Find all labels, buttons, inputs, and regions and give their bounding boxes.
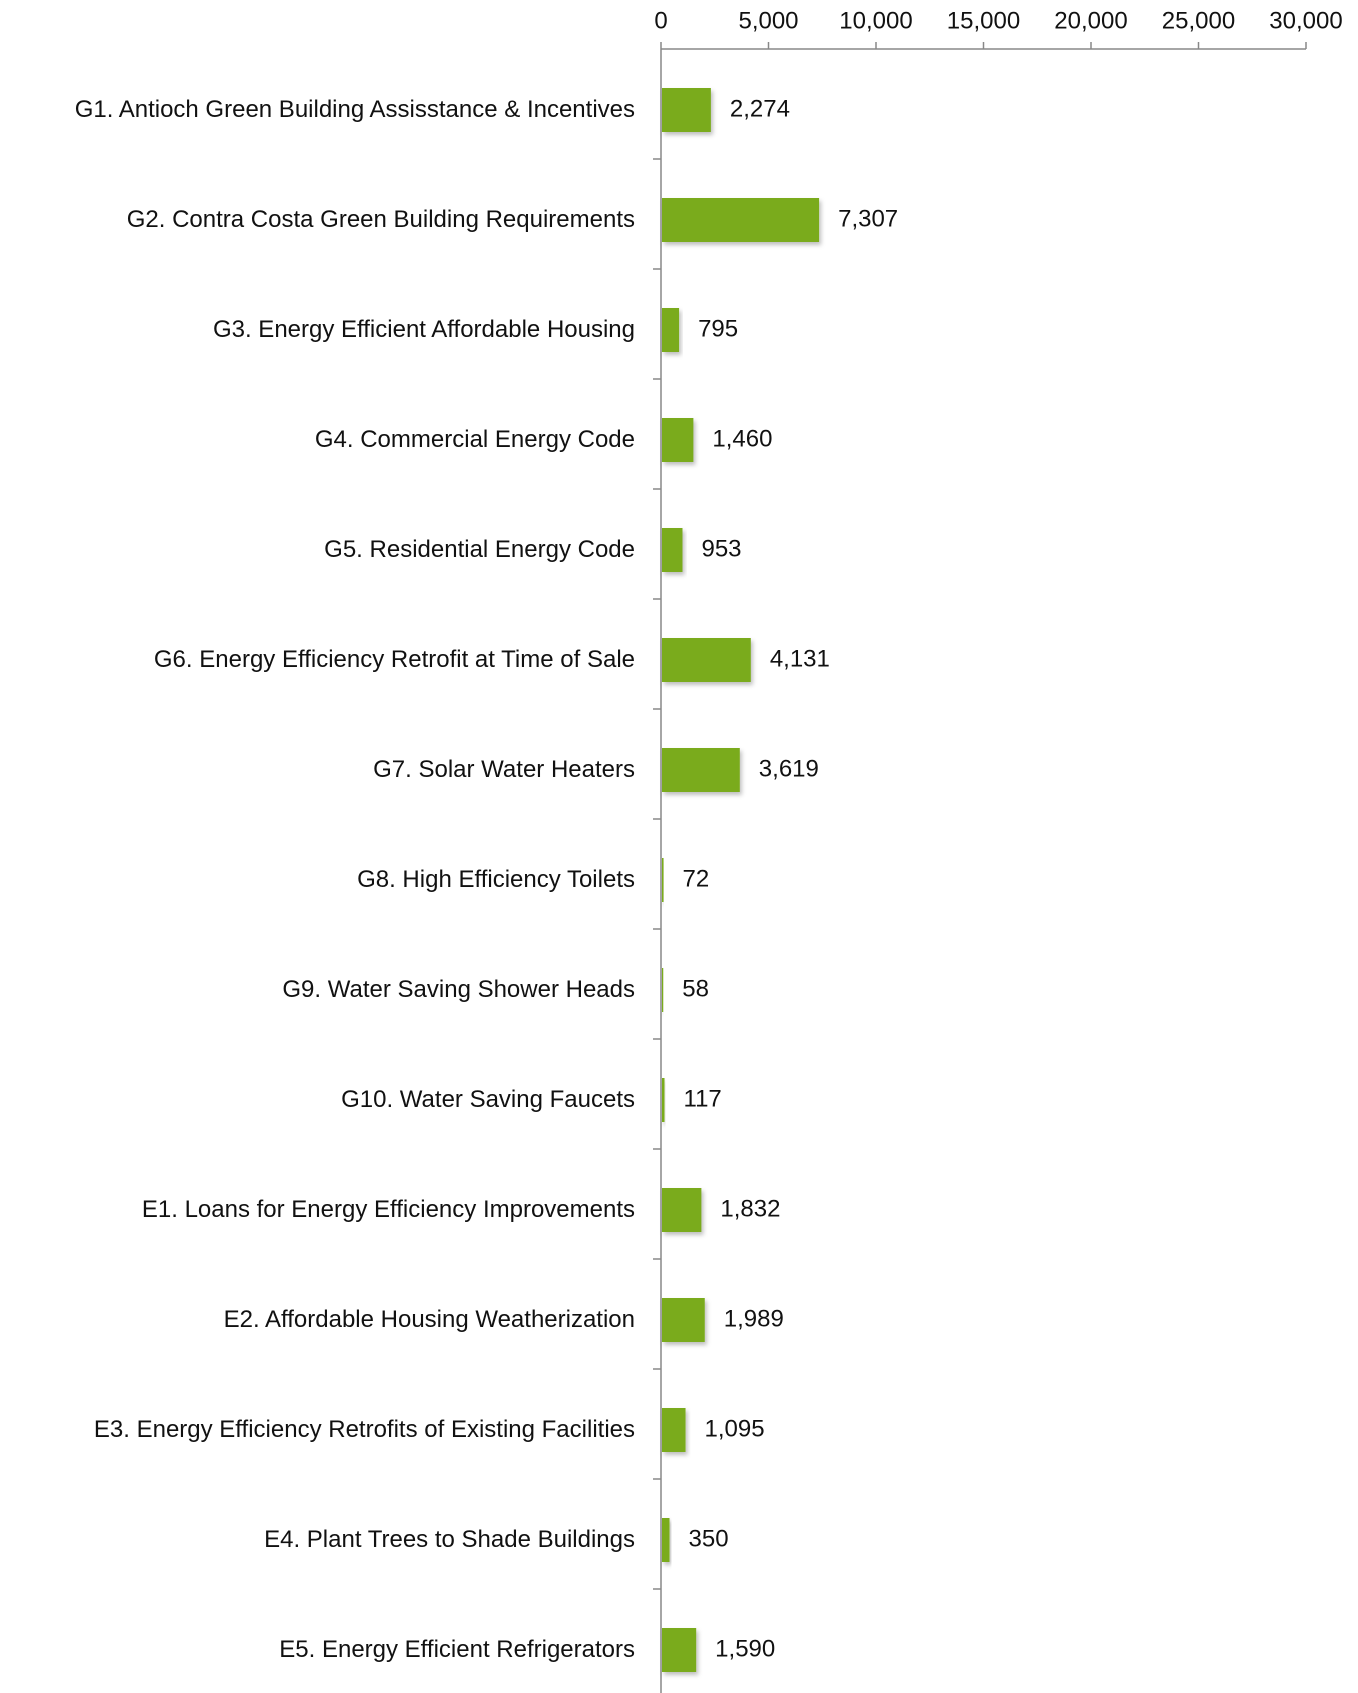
value-label: 1,832 <box>720 1195 780 1222</box>
value-label: 350 <box>689 1525 729 1552</box>
bar <box>662 528 683 572</box>
value-label: 953 <box>701 535 741 562</box>
category-label: E3. Energy Efficiency Retrofits of Exist… <box>93 1416 635 1443</box>
category-label: G6. Energy Efficiency Retrofit at Time o… <box>153 646 635 673</box>
value-label: 1,590 <box>715 1635 775 1662</box>
bar <box>662 308 680 352</box>
bar <box>662 1078 665 1122</box>
bar <box>662 418 694 462</box>
category-label: G5. Residential Energy Code <box>324 536 635 563</box>
bar <box>662 1188 702 1232</box>
value-label: 58 <box>682 975 709 1002</box>
bar <box>662 198 820 242</box>
x-tick-label: 5,000 <box>738 7 798 34</box>
category-label: G3. Energy Efficient Affordable Housing <box>212 316 635 343</box>
category-label: E2. Affordable Housing Weatherization <box>223 1306 635 1333</box>
value-label: 3,619 <box>759 755 819 782</box>
value-label: 795 <box>698 315 738 342</box>
x-tick-label: 15,000 <box>947 7 1020 34</box>
bar <box>662 968 664 1012</box>
category-label: E4. Plant Trees to Shade Buildings <box>264 1526 635 1553</box>
bar <box>662 858 664 902</box>
bar <box>662 1298 705 1342</box>
category-label: G8. High Efficiency Toilets <box>357 866 635 893</box>
bar <box>662 88 711 132</box>
bar <box>662 1518 670 1562</box>
x-tick-label: 30,000 <box>1269 7 1342 34</box>
value-label: 1,460 <box>712 425 772 452</box>
category-label: G1. Antioch Green Building Assisstance &… <box>74 96 635 123</box>
category-label: E1. Loans for Energy Efficiency Improvem… <box>141 1196 635 1223</box>
category-label: G7. Solar Water Heaters <box>373 756 635 783</box>
category-label: G9. Water Saving Shower Heads <box>282 976 635 1003</box>
bar <box>662 1408 686 1452</box>
bar <box>662 748 740 792</box>
value-label: 7,307 <box>838 205 898 232</box>
category-label: G10. Water Saving Faucets <box>341 1086 635 1113</box>
value-label: 2,274 <box>730 95 790 122</box>
category-label: G4. Commercial Energy Code <box>314 426 635 453</box>
value-label: 72 <box>683 865 710 892</box>
bar <box>662 638 751 682</box>
x-tick-label: 25,000 <box>1162 7 1235 34</box>
value-label: 117 <box>684 1085 722 1112</box>
category-label: E5. Energy Efficient Refrigerators <box>279 1636 635 1663</box>
value-label: 4,131 <box>770 645 830 672</box>
value-label: 1,095 <box>705 1415 765 1442</box>
category-label: G2. Contra Costa Green Building Requirem… <box>126 206 635 233</box>
value-label: 1,989 <box>724 1305 784 1332</box>
bar <box>662 1628 697 1672</box>
x-tick-label: 10,000 <box>839 7 912 34</box>
x-tick-label: 0 <box>654 7 667 34</box>
x-tick-label: 20,000 <box>1054 7 1127 34</box>
